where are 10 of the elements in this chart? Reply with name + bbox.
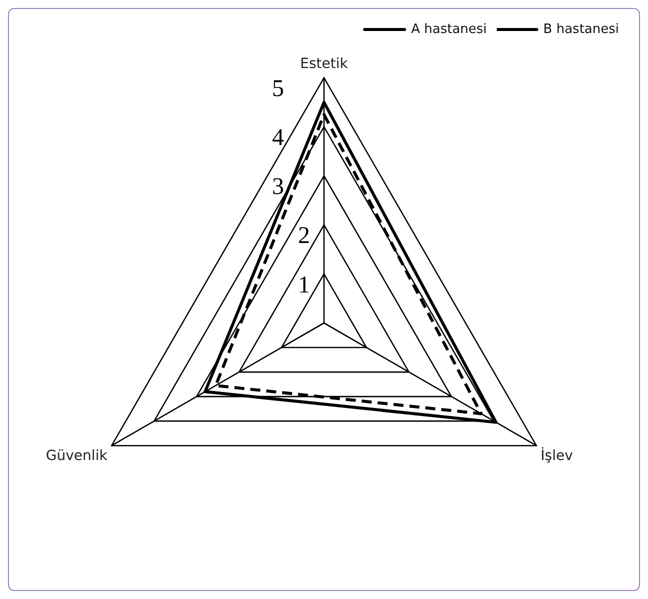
y-tick-label: 1 xyxy=(298,272,310,298)
spoke-label: Güvenlik xyxy=(46,448,108,464)
spoke-label: İşlev xyxy=(540,447,573,464)
legend-label: B hastanesi xyxy=(543,22,620,37)
y-tick-label: 2 xyxy=(298,223,310,250)
spoke-label: Estetik xyxy=(300,56,349,72)
y-tick-label: 5 xyxy=(272,76,284,102)
legend-label: A hastanesi xyxy=(411,22,487,37)
y-tick-label: 3 xyxy=(272,174,284,200)
y-tick-label: 4 xyxy=(272,125,284,152)
